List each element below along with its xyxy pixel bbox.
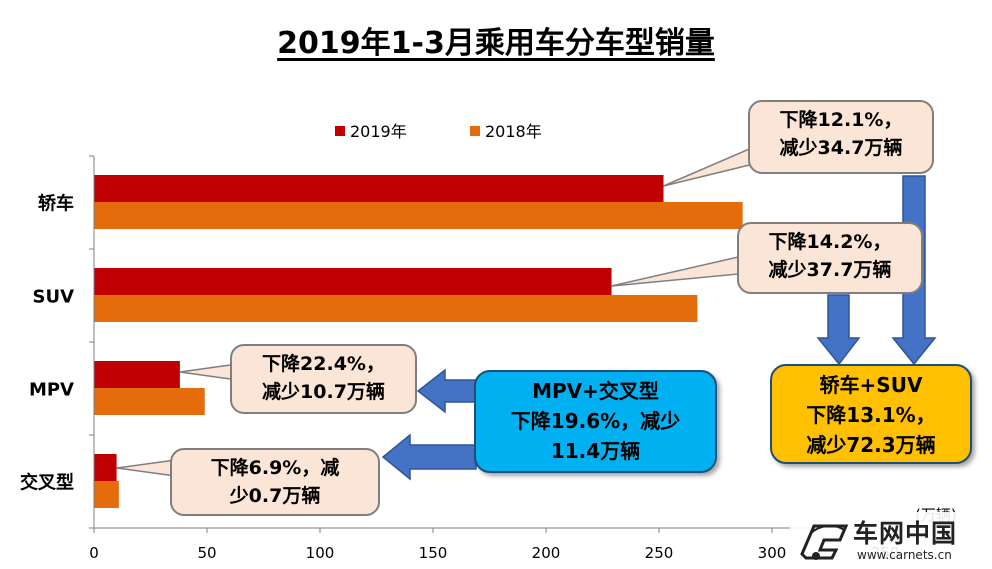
x-tick-label: 200: [532, 544, 561, 562]
category-label: 轿车: [38, 193, 74, 215]
bar-2018-2: [94, 388, 205, 415]
callout-sedan-suv-line3: 减少72.3万辆: [806, 433, 936, 457]
x-tick-label: 300: [758, 544, 787, 562]
legend-label: 2019年: [350, 122, 407, 141]
callout-crossover: 下降6.9%，减 少0.7万辆: [170, 448, 380, 516]
legend-swatch: [470, 126, 480, 136]
callout-mpv-crossover: MPV+交叉型 下降19.6%，减少 11.4万辆: [474, 370, 717, 473]
chart-title: 2019年1-3月乘用车分车型销量: [277, 26, 715, 61]
callout-suv-line2: 减少37.7万辆: [768, 259, 892, 281]
callout-mpv-line2: 减少10.7万辆: [262, 381, 385, 403]
legend: 2019年 2018年: [335, 122, 542, 141]
bars-group: [94, 175, 743, 508]
callout-mpv: 下降22.4%， 减少10.7万辆: [230, 344, 417, 414]
category-label: MPV: [29, 380, 74, 401]
category-label: SUV: [32, 287, 74, 308]
callout-sedan-line2: 减少34.7万辆: [779, 137, 903, 159]
callout-sedan-suv-line2: 下降13.1%，: [806, 403, 936, 427]
callout-suv-line1: 下降14.2%，: [768, 231, 892, 253]
callout-sedan: 下降12.1%， 减少34.7万辆: [748, 100, 934, 174]
callout-mpv-line1: 下降22.4%，: [262, 353, 385, 375]
bar-2019-3: [94, 454, 117, 481]
category-label: 交叉型: [20, 472, 74, 494]
x-tick-label: 100: [306, 544, 335, 562]
callout-crossover-line1: 下降6.9%，减: [210, 457, 340, 479]
callout-crossover-line2: 少0.7万辆: [229, 485, 321, 507]
left-arrow-to-mpv: [416, 368, 477, 414]
bar-2018-0: [94, 202, 743, 229]
x-tick-label: 150: [419, 544, 448, 562]
bar-2018-3: [94, 481, 119, 508]
watermark-text: 车网中国: [853, 519, 958, 548]
callout-mpv-crossover-line2: 下降19.6%，减少: [510, 409, 681, 433]
x-tick-label: 250: [645, 544, 674, 562]
callout-sedan-suv-line1: 轿车+SUV: [819, 373, 923, 397]
legend-label: 2018年: [485, 122, 542, 141]
bar-2018-1: [94, 295, 698, 322]
bar-2019-2: [94, 361, 180, 388]
left-arrow-to-crossover: [381, 433, 477, 481]
bar-2019-0: [94, 175, 664, 202]
watermark-logo: 车网中国 www.carnets.cn: [790, 512, 990, 569]
watermark-url: www.carnets.cn: [857, 548, 952, 562]
legend-swatch: [335, 126, 345, 136]
callout-sedan-suv: 轿车+SUV 下降13.1%， 减少72.3万辆: [770, 364, 972, 464]
down-arrow-from-suv: [816, 294, 861, 366]
bar-2019-1: [94, 268, 612, 295]
x-tick-label: 50: [197, 544, 216, 562]
axes-group: 轿车SUVMPV交叉型050100150200250300350: [20, 155, 899, 562]
x-tick-label: 0: [89, 544, 99, 562]
callout-mpv-crossover-line1: MPV+交叉型: [532, 379, 659, 403]
callout-suv: 下降14.2%， 减少37.7万辆: [737, 222, 923, 294]
callout-sedan-line1: 下降12.1%，: [779, 109, 903, 131]
car-logo-icon: [800, 524, 849, 560]
callout-mpv-crossover-line3: 11.4万辆: [550, 439, 641, 463]
